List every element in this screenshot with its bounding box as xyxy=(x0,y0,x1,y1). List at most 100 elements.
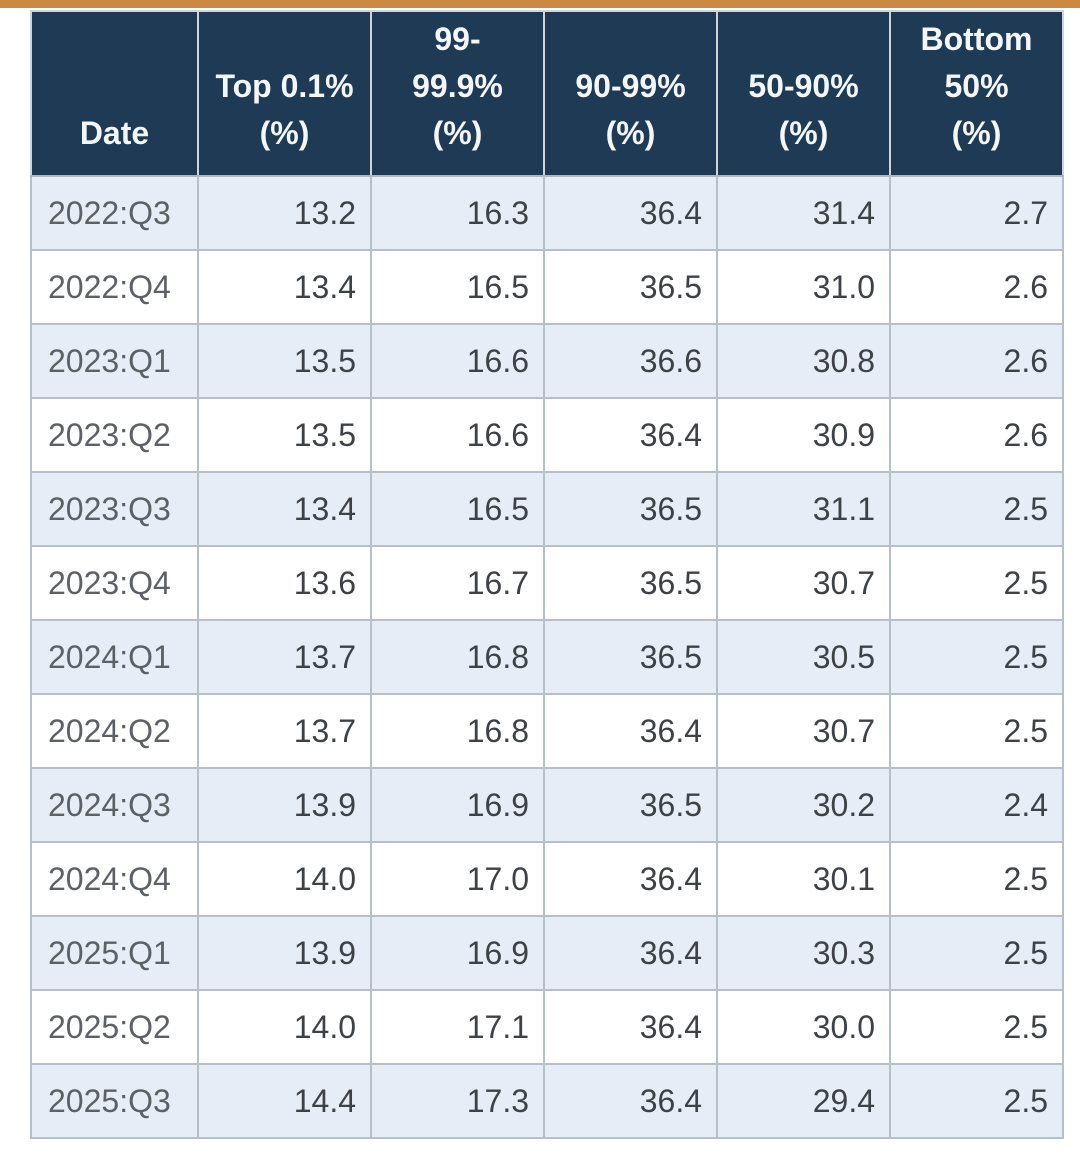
value-cell: 31.4 xyxy=(716,175,891,251)
value-cell: 2.6 xyxy=(889,323,1064,399)
date-cell: 2023:Q2 xyxy=(30,397,199,473)
date-cell: 2024:Q1 xyxy=(30,619,199,695)
value-cell: 2.5 xyxy=(889,989,1064,1065)
column-header-line: (%) xyxy=(778,115,829,151)
value-cell: 14.0 xyxy=(197,841,372,917)
value-cell: 2.4 xyxy=(889,767,1064,843)
value-cell: 13.9 xyxy=(197,767,372,843)
table-row: 2023:Q2 13.5 16.6 36.4 30.9 2.6 xyxy=(30,397,1064,473)
table-row: 2024:Q4 14.0 17.0 36.4 30.1 2.5 xyxy=(30,841,1064,917)
value-cell: 30.0 xyxy=(716,989,891,1065)
value-cell: 13.6 xyxy=(197,545,372,621)
value-cell: 2.5 xyxy=(889,693,1064,769)
value-cell: 17.3 xyxy=(370,1063,545,1139)
table-body: 2022:Q3 13.2 16.3 36.4 31.4 2.7 2022:Q4 13.4 16.… xyxy=(30,175,1064,1139)
value-cell: 36.4 xyxy=(543,841,718,917)
value-cell: 30.7 xyxy=(716,545,891,621)
table-row: 2023:Q1 13.5 16.6 36.6 30.8 2.6 xyxy=(30,323,1064,399)
value-cell: 2.5 xyxy=(889,841,1064,917)
value-cell: 17.0 xyxy=(370,841,545,917)
value-cell: 13.4 xyxy=(197,249,372,325)
top-accent-bar xyxy=(0,0,1080,8)
value-cell: 36.5 xyxy=(543,619,718,695)
value-cell: 2.5 xyxy=(889,1063,1064,1139)
value-cell: 2.5 xyxy=(889,545,1064,621)
value-cell: 13.5 xyxy=(197,323,372,399)
value-cell: 2.5 xyxy=(889,619,1064,695)
wealth-share-table-container: Date Top 0.1% (%) 99- 99.9% (%) 90-99% (%) 50-90… xyxy=(30,10,1064,1139)
value-cell: 36.5 xyxy=(543,471,718,547)
wealth-share-table: Date Top 0.1% (%) 99- 99.9% (%) 90-99% (%) 50-90… xyxy=(30,10,1064,1139)
value-cell: 16.8 xyxy=(370,619,545,695)
column-header-line: 50% xyxy=(944,68,1009,104)
value-cell: 36.4 xyxy=(543,693,718,769)
column-header-bottom-50: Bottom 50% (%) xyxy=(889,10,1064,177)
value-cell: 13.4 xyxy=(197,471,372,547)
value-cell: 30.2 xyxy=(716,767,891,843)
column-header-99-99-9: 99- 99.9% (%) xyxy=(370,10,545,177)
value-cell: 14.4 xyxy=(197,1063,372,1139)
value-cell: 30.8 xyxy=(716,323,891,399)
table-row: 2025:Q3 14.4 17.3 36.4 29.4 2.5 xyxy=(30,1063,1064,1139)
date-cell: 2025:Q2 xyxy=(30,989,199,1065)
column-header-line: 99- xyxy=(434,21,481,57)
value-cell: 30.5 xyxy=(716,619,891,695)
table-row: 2024:Q1 13.7 16.8 36.5 30.5 2.5 xyxy=(30,619,1064,695)
value-cell: 16.3 xyxy=(370,175,545,251)
date-cell: 2022:Q4 xyxy=(30,249,199,325)
table-row: 2023:Q4 13.6 16.7 36.5 30.7 2.5 xyxy=(30,545,1064,621)
value-cell: 17.1 xyxy=(370,989,545,1065)
column-header-50-90: 50-90% (%) xyxy=(716,10,891,177)
date-cell: 2024:Q3 xyxy=(30,767,199,843)
column-header-date: Date xyxy=(30,10,199,177)
value-cell: 16.8 xyxy=(370,693,545,769)
value-cell: 13.7 xyxy=(197,619,372,695)
table-row: 2025:Q1 13.9 16.9 36.4 30.3 2.5 xyxy=(30,915,1064,991)
value-cell: 2.5 xyxy=(889,915,1064,991)
value-cell: 36.5 xyxy=(543,249,718,325)
value-cell: 2.6 xyxy=(889,397,1064,473)
value-cell: 16.6 xyxy=(370,397,545,473)
column-header-line: Top 0.1% xyxy=(215,68,354,104)
value-cell: 30.3 xyxy=(716,915,891,991)
value-cell: 16.6 xyxy=(370,323,545,399)
value-cell: 13.5 xyxy=(197,397,372,473)
table-row: 2023:Q3 13.4 16.5 36.5 31.1 2.5 xyxy=(30,471,1064,547)
table-row: 2022:Q4 13.4 16.5 36.5 31.0 2.6 xyxy=(30,249,1064,325)
value-cell: 36.5 xyxy=(543,767,718,843)
value-cell: 36.4 xyxy=(543,915,718,991)
date-cell: 2023:Q1 xyxy=(30,323,199,399)
column-header-line: 50-90% xyxy=(748,68,859,104)
table-row: 2022:Q3 13.2 16.3 36.4 31.4 2.7 xyxy=(30,175,1064,251)
value-cell: 30.1 xyxy=(716,841,891,917)
table-header: Date Top 0.1% (%) 99- 99.9% (%) 90-99% (%) 50-90… xyxy=(30,10,1064,177)
value-cell: 16.7 xyxy=(370,545,545,621)
column-header-90-99: 90-99% (%) xyxy=(543,10,718,177)
value-cell: 31.1 xyxy=(716,471,891,547)
value-cell: 36.4 xyxy=(543,1063,718,1139)
value-cell: 31.0 xyxy=(716,249,891,325)
column-header-line: (%) xyxy=(432,115,483,151)
value-cell: 16.9 xyxy=(370,915,545,991)
value-cell: 30.7 xyxy=(716,693,891,769)
value-cell: 16.5 xyxy=(370,471,545,547)
date-cell: 2024:Q2 xyxy=(30,693,199,769)
value-cell: 36.5 xyxy=(543,545,718,621)
value-cell: 16.5 xyxy=(370,249,545,325)
date-cell: 2025:Q3 xyxy=(30,1063,199,1139)
value-cell: 14.0 xyxy=(197,989,372,1065)
value-cell: 30.9 xyxy=(716,397,891,473)
value-cell: 13.7 xyxy=(197,693,372,769)
table-row: 2024:Q2 13.7 16.8 36.4 30.7 2.5 xyxy=(30,693,1064,769)
column-header-line: (%) xyxy=(951,115,1002,151)
column-header-line: 99.9% xyxy=(412,68,503,104)
column-header-line: (%) xyxy=(259,115,310,151)
date-cell: 2024:Q4 xyxy=(30,841,199,917)
column-header-line: (%) xyxy=(605,115,656,151)
value-cell: 16.9 xyxy=(370,767,545,843)
value-cell: 36.6 xyxy=(543,323,718,399)
value-cell: 36.4 xyxy=(543,989,718,1065)
value-cell: 36.4 xyxy=(543,397,718,473)
date-cell: 2025:Q1 xyxy=(30,915,199,991)
value-cell: 2.7 xyxy=(889,175,1064,251)
